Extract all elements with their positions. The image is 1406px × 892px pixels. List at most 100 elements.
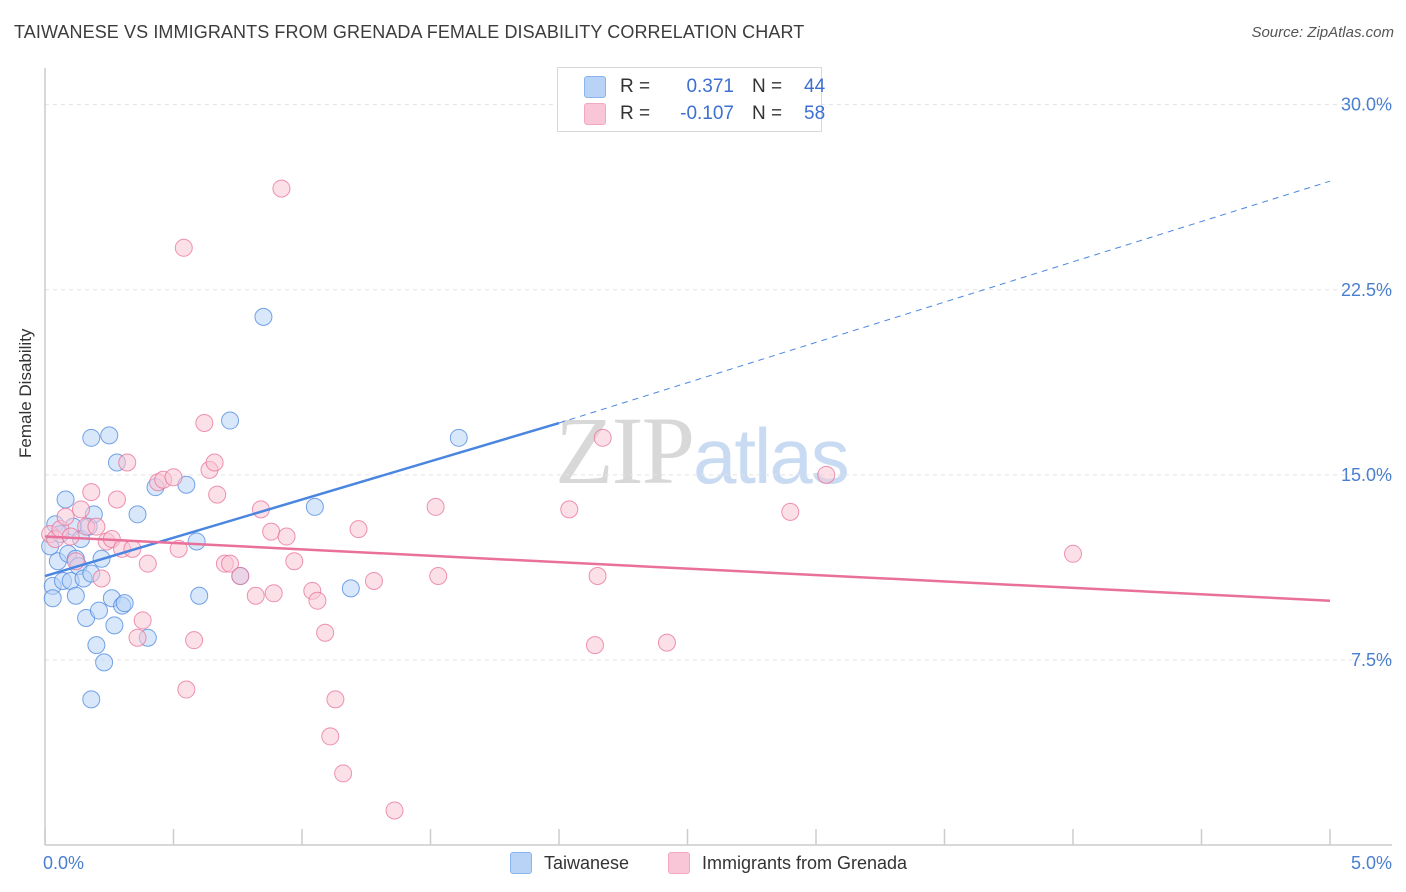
legend-r-value: 0.371 bbox=[686, 76, 734, 97]
watermark-zip: ZIP bbox=[555, 397, 695, 504]
source-credit: Source: ZipAtlas.com bbox=[1251, 24, 1394, 41]
grenada-trend-line bbox=[44, 535, 1331, 602]
grenada-point bbox=[56, 507, 75, 526]
taiwanese-point bbox=[89, 601, 108, 620]
grenada-point bbox=[585, 636, 604, 655]
legend-n-value: 44 bbox=[804, 76, 826, 97]
taiwanese-point bbox=[449, 428, 468, 447]
taiwanese-point bbox=[82, 428, 101, 447]
grenada-point bbox=[246, 586, 265, 605]
grenada-point bbox=[138, 554, 157, 573]
y-tick-label: 7.5% bbox=[1351, 650, 1392, 670]
grenada-point bbox=[231, 567, 250, 586]
grenada-point bbox=[107, 490, 126, 509]
grenada-point bbox=[316, 623, 335, 642]
bottom-legend-swatch-grenada bbox=[668, 852, 690, 874]
grenada-point bbox=[174, 238, 193, 257]
x-tick-label: 5.0% bbox=[1351, 853, 1392, 873]
grenada-point bbox=[429, 567, 448, 586]
taiwanese-point bbox=[341, 579, 360, 598]
grenada-point bbox=[277, 527, 296, 546]
taiwanese-point bbox=[95, 653, 114, 672]
chart-title: TAIWANESE VS IMMIGRANTS FROM GRENADA FEM… bbox=[14, 22, 805, 42]
grenada-point bbox=[285, 552, 304, 571]
bottom-legend-grenada: Immigrants from Grenada bbox=[668, 852, 907, 874]
grenada-point bbox=[92, 569, 111, 588]
bottom-legend-taiwanese: Taiwanese bbox=[510, 852, 629, 874]
y-tick-label: 15.0% bbox=[1341, 465, 1392, 485]
grenada-point bbox=[308, 591, 327, 610]
legend-r-value: -0.107 bbox=[680, 103, 734, 124]
watermark-atlas: atlas bbox=[693, 412, 850, 500]
grenada-point bbox=[185, 631, 204, 650]
grenada-point bbox=[164, 468, 183, 487]
data-points bbox=[41, 179, 1082, 820]
grenada-point bbox=[817, 465, 836, 484]
legend-swatch-grenada bbox=[584, 103, 606, 125]
grenada-point bbox=[133, 611, 152, 630]
legend-r-label: R = bbox=[620, 103, 651, 124]
axes bbox=[44, 68, 1392, 846]
grenada-point bbox=[118, 453, 137, 472]
grenada-point bbox=[272, 179, 291, 198]
taiwanese-point bbox=[82, 690, 101, 709]
grenada-point bbox=[385, 801, 404, 820]
grenada-point bbox=[781, 502, 800, 521]
grenada-point bbox=[264, 584, 283, 603]
bottom-legend: Taiwanese Immigrants from Grenada bbox=[0, 852, 1406, 876]
grenada-point bbox=[208, 485, 227, 504]
watermark: ZIPatlas bbox=[555, 395, 850, 506]
taiwanese-point bbox=[187, 532, 206, 551]
grenada-point bbox=[221, 554, 240, 573]
bottom-legend-label-taiwanese: Taiwanese bbox=[544, 852, 630, 873]
taiwanese-point bbox=[56, 490, 75, 509]
taiwanese-point bbox=[66, 586, 85, 605]
taiwanese-trend-extension bbox=[558, 180, 1331, 424]
y-tick-label: 30.0% bbox=[1341, 95, 1392, 115]
legend-n-label: N = bbox=[752, 103, 783, 124]
grenada-point bbox=[321, 727, 340, 746]
taiwanese-trend-line bbox=[44, 421, 560, 578]
grenada-point bbox=[195, 414, 214, 433]
grenada-point bbox=[326, 690, 345, 709]
legend-swatch-taiwanese bbox=[584, 76, 606, 98]
taiwanese-point bbox=[100, 426, 119, 445]
grenada-point bbox=[262, 522, 281, 541]
taiwanese-point bbox=[115, 594, 134, 613]
grenada-point bbox=[349, 520, 368, 539]
grenada-point bbox=[364, 571, 383, 590]
grenada-point bbox=[334, 764, 353, 783]
taiwanese-point bbox=[43, 589, 62, 608]
bottom-legend-swatch-taiwanese bbox=[510, 852, 532, 874]
grenada-point bbox=[1064, 544, 1082, 563]
taiwanese-point bbox=[254, 307, 273, 326]
grenada-point bbox=[128, 628, 147, 647]
bottom-legend-label-grenada: Immigrants from Grenada bbox=[702, 852, 908, 873]
legend: R = 0.371 N = 44 R = -0.107 N = 58 bbox=[557, 67, 825, 132]
grenada-point bbox=[560, 500, 579, 519]
legend-n-label: N = bbox=[752, 76, 783, 97]
grenada-point bbox=[657, 633, 676, 652]
grenada-point bbox=[426, 497, 445, 516]
taiwanese-point bbox=[221, 411, 240, 430]
x-tick-label: 0.0% bbox=[43, 853, 84, 873]
legend-n-value: 58 bbox=[804, 103, 826, 124]
legend-r-label: R = bbox=[620, 76, 651, 97]
taiwanese-point bbox=[305, 497, 324, 516]
grenada-point bbox=[588, 567, 607, 586]
tick-labels: 7.5% 15.0% 22.5% 30.0% 0.0% 5.0% bbox=[43, 95, 1392, 873]
taiwanese-point bbox=[128, 505, 147, 524]
legend-row-grenada: R = -0.107 N = 58 bbox=[584, 101, 825, 127]
grenada-point bbox=[205, 453, 224, 472]
y-tick-label: 22.5% bbox=[1341, 280, 1392, 300]
grenada-point bbox=[82, 483, 101, 502]
grenada-point bbox=[593, 428, 612, 447]
grenada-point bbox=[71, 500, 90, 519]
grenada-point bbox=[177, 680, 196, 699]
legend-row-taiwanese: R = 0.371 N = 44 bbox=[584, 74, 825, 100]
grenada-point bbox=[87, 517, 106, 536]
taiwanese-point bbox=[87, 636, 106, 655]
trend-lines bbox=[44, 180, 1331, 602]
taiwanese-point bbox=[105, 616, 124, 635]
